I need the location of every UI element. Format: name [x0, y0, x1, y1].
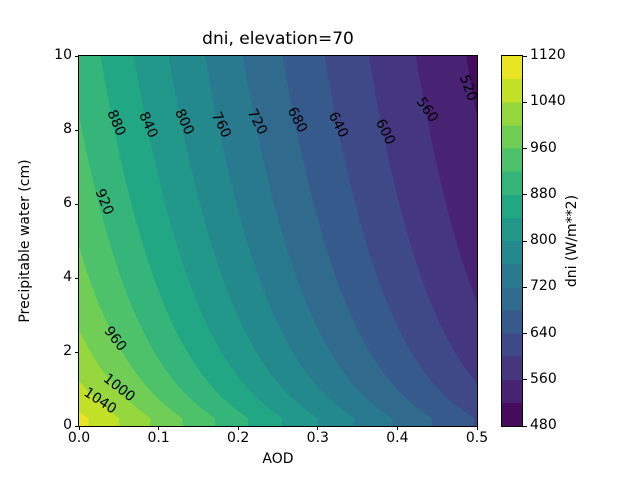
x-tick-label: 0.5: [465, 430, 489, 446]
colorbar-tick: [523, 55, 527, 57]
contour-line-label: 800: [171, 106, 197, 138]
contour-labels-layer: 1040 1000 960 920 880 840 800 760 720 680 640 600 56…: [79, 56, 477, 426]
colorbar-tick-label: 480: [530, 417, 557, 433]
colorbar-tick: [523, 148, 527, 149]
colorbar-tick-label: 800: [530, 232, 557, 248]
contour-line-label: 880: [103, 107, 129, 139]
x-tick-label: 0.0: [67, 430, 91, 446]
colorbar-tick-label: 720: [530, 278, 557, 295]
colorbar-tick: [523, 101, 527, 103]
contour-line-label: 640: [324, 109, 351, 141]
y-tick-label: 0: [63, 417, 72, 433]
colorbar-tick-label: 560: [530, 370, 557, 387]
y-tick: [75, 129, 79, 131]
chart-title: dni, elevation=70: [202, 29, 354, 49]
colorbar-tick: [523, 194, 527, 196]
y-axis-label: Precipitable water (cm): [17, 159, 33, 323]
y-tick: [75, 277, 79, 279]
colorbar-tick: [523, 425, 527, 427]
y-tick: [75, 55, 79, 57]
contour-line-label: 560: [412, 94, 442, 126]
x-tick-label: 0.1: [147, 430, 170, 446]
x-tick: [317, 426, 319, 430]
x-tick-label: 0.4: [386, 430, 409, 446]
colorbar-canvas: [502, 56, 522, 426]
y-tick: [75, 203, 79, 205]
contour-line-label: 680: [283, 104, 311, 136]
colorbar-tick-label: 1040: [530, 93, 566, 110]
colorbar-tick-label: 960: [530, 139, 557, 156]
colorbar-label: dni (W/m**2): [564, 194, 580, 288]
colorbar-tick: [523, 286, 527, 288]
x-tick: [237, 426, 239, 430]
contour-line-label: 960: [100, 323, 130, 355]
x-tick-label: 0.3: [306, 430, 329, 446]
colorbar-tick: [523, 379, 527, 381]
colorbar-tick-label: 1120: [530, 47, 566, 63]
contour-line-label: 720: [244, 106, 271, 138]
y-tick-label: 6: [63, 195, 72, 211]
x-tick: [78, 426, 80, 430]
x-tick: [396, 426, 398, 430]
x-axis-label: AOD: [262, 451, 294, 467]
colorbar: [501, 55, 523, 427]
contour-line-label: 520: [456, 72, 477, 104]
y-tick-label: 8: [63, 121, 72, 137]
plot-area: 1040 1000 960 920 880 840 800 760 720 680 640 600 56…: [78, 55, 478, 427]
contour-line-label: 840: [135, 109, 161, 141]
y-tick: [75, 351, 79, 353]
y-tick-label: 2: [63, 343, 72, 359]
contour-line-label: 760: [207, 109, 234, 141]
y-tick: [75, 425, 79, 427]
x-tick: [158, 426, 160, 430]
contour-plot-canvas: [79, 56, 477, 426]
x-tick: [476, 426, 478, 430]
x-tick-label: 0.2: [227, 430, 250, 446]
colorbar-tick-label: 880: [530, 185, 557, 202]
colorbar-tick-label: 640: [530, 324, 557, 341]
y-tick-label: 4: [63, 269, 72, 285]
colorbar-tick: [523, 240, 527, 242]
contour-line-label: 920: [91, 186, 117, 218]
colorbar-tick: [523, 333, 527, 334]
contour-line-label: 600: [371, 116, 398, 148]
y-tick-label: 10: [54, 47, 72, 63]
